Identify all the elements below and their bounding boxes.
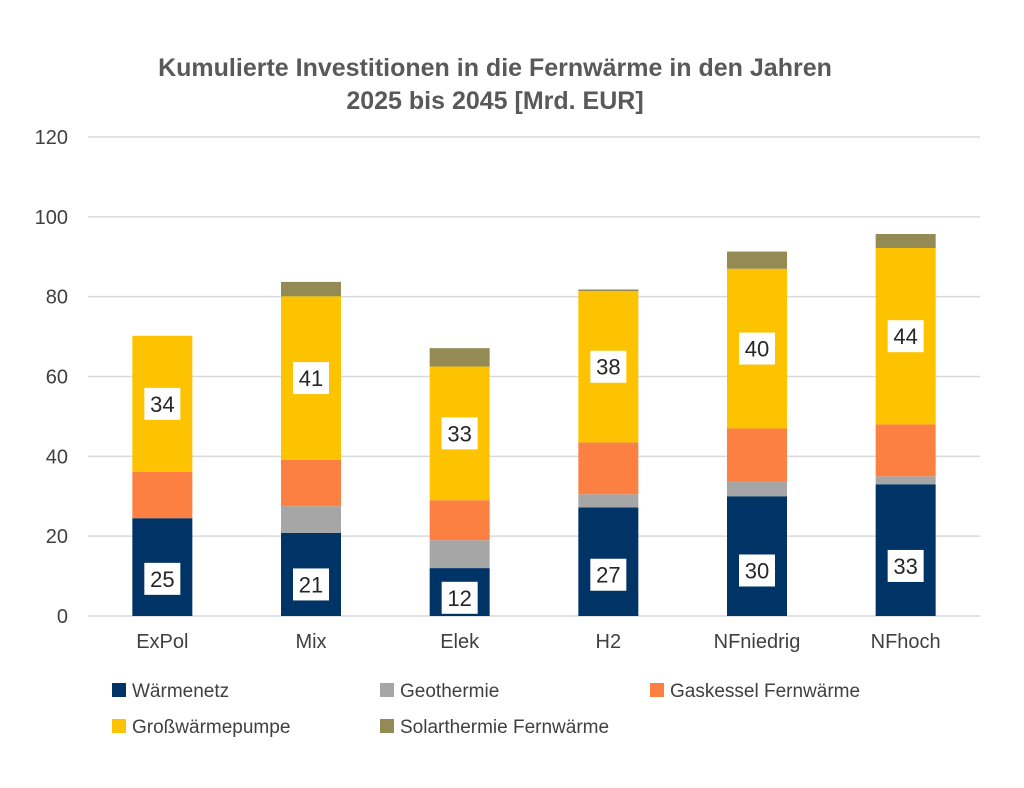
x-tick-label: ExPol (136, 631, 188, 653)
legend-label: Geothermie (400, 681, 499, 702)
data-label: 12 (447, 586, 471, 611)
legend-swatch (112, 683, 126, 697)
gridlines (88, 136, 980, 617)
data-label-box (441, 417, 478, 450)
legend-item: Solarthermie Fernwärme (380, 717, 609, 738)
data-label: 44 (893, 324, 917, 349)
bar-segment (875, 424, 936, 477)
data-label-box (590, 350, 627, 383)
bar-segment (727, 251, 787, 269)
legend-swatch (380, 719, 394, 733)
legend-item: Geothermie (380, 681, 499, 702)
x-tick-label: Elek (440, 631, 480, 653)
legend-swatch (380, 683, 394, 697)
chart-title-line-2: 2025 bis 2045 [Mrd. EUR] (346, 87, 644, 115)
y-tick-label: 100 (35, 207, 68, 229)
data-label: 27 (596, 563, 620, 588)
data-label-box (590, 558, 627, 591)
x-tick-label: NFniedrig (714, 631, 801, 653)
bar-segment (578, 289, 639, 292)
data-label-box (144, 387, 181, 420)
x-tick-label: Mix (295, 631, 326, 653)
data-label-box (887, 549, 924, 582)
y-axis: 0 20 40 60 80 100 120 (35, 127, 68, 628)
chart-title-line-1: Kumulierte Investitionen in die Fernwärm… (158, 54, 832, 82)
data-label: 33 (893, 554, 917, 579)
legend-item: Gaskessel Fernwärme (650, 681, 860, 702)
bars: 25 34 21 41 12 33 27 38 30 40 33 44 (132, 233, 936, 616)
data-label-box (739, 332, 775, 365)
bar-segment (281, 506, 341, 533)
bar-segment (281, 281, 341, 297)
bar-segment (875, 476, 936, 485)
legend: Wärmenetz Geothermie Gaskessel Fernwärme Gr… (112, 681, 860, 738)
data-label: 21 (299, 572, 323, 597)
bar-segment (727, 481, 787, 497)
bar-segment (578, 494, 639, 508)
bar-segment (727, 428, 787, 482)
bar-segment (429, 500, 490, 541)
x-tick-label: NFhoch (871, 631, 941, 653)
y-tick-label: 20 (46, 526, 68, 548)
data-label-box (739, 554, 775, 587)
y-tick-label: 40 (46, 446, 68, 468)
data-label: 34 (150, 392, 174, 417)
legend-swatch (650, 683, 664, 697)
legend-item: Wärmenetz (112, 681, 229, 702)
data-label: 41 (299, 366, 323, 391)
data-label-box (144, 562, 181, 595)
chart-title: Kumulierte Investitionen in die Fernwärm… (0, 52, 990, 118)
data-label-box (441, 581, 478, 614)
data-label-box (293, 568, 329, 601)
y-tick-label: 80 (46, 287, 68, 309)
y-tick-label: 60 (46, 367, 68, 389)
x-axis: ExPol Mix Elek H2 NFniedrig NFhoch (136, 631, 940, 653)
data-label: 25 (150, 567, 174, 592)
data-label: 38 (596, 355, 620, 380)
legend-label: Gaskessel Fernwärme (670, 681, 860, 702)
bar-segment (578, 442, 639, 495)
legend-label: Großwärmepumpe (132, 717, 290, 738)
data-label-box (887, 320, 924, 353)
legend-swatch (112, 719, 126, 733)
legend-label: Wärmenetz (132, 681, 229, 702)
bar-segment (132, 471, 193, 519)
bar-segment (429, 540, 490, 569)
data-label-box (293, 362, 329, 395)
y-tick-label: 120 (35, 127, 68, 149)
y-tick-label: 0 (57, 606, 68, 628)
data-label: 33 (447, 421, 471, 446)
legend-item: Großwärmepumpe (112, 717, 290, 738)
data-label: 30 (745, 558, 769, 583)
bar-segment (281, 459, 341, 507)
bar-segment (429, 348, 490, 367)
bar-segment (875, 233, 936, 248)
x-tick-label: H2 (596, 631, 622, 653)
legend-label: Solarthermie Fernwärme (400, 717, 609, 738)
data-label: 40 (745, 337, 769, 362)
